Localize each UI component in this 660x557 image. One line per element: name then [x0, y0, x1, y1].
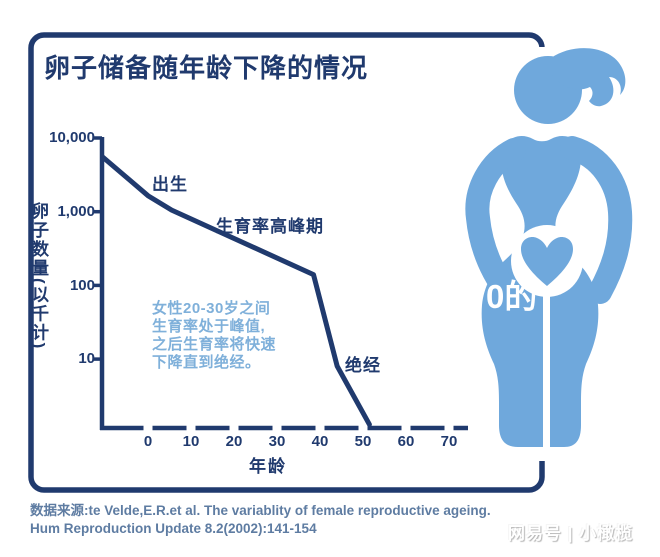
fertility-note: 女性20-30岁之间 生育率处于峰值, 之后生育率将快速 下降直到绝经。	[152, 300, 276, 372]
publisher-watermark: 网易号 | 小橄榄	[508, 524, 634, 543]
x-tick-label: 70	[440, 433, 458, 450]
center-watermark: 0的	[486, 278, 538, 315]
y-tick-label: 10,000	[49, 129, 95, 146]
x-axis-title: 年龄	[249, 457, 287, 476]
source-line-1: 数据来源:te Velde,E.R.et al. The variablity …	[30, 503, 491, 518]
figure-right-arm	[560, 136, 633, 304]
pregnant-woman-icon	[465, 48, 633, 452]
menopause-annotation: 绝经	[345, 356, 381, 375]
fertility-note-line: 生育率处于峰值,	[152, 318, 266, 335]
egg-reserve-curve	[100, 154, 372, 427]
x-tick-label: 30	[268, 433, 286, 450]
y-tick-label: 1,000	[57, 203, 95, 220]
peak-fertility-annotation: 生育率高峰期	[216, 217, 324, 236]
leg-gap	[543, 292, 550, 452]
heart-icon	[521, 237, 573, 286]
page-title: 卵子储备随年龄下降的情况	[44, 53, 369, 83]
fertility-note-line: 下降直到绝经。	[152, 354, 261, 371]
plot-area	[93, 136, 468, 431]
figure-left-arm	[465, 138, 526, 304]
figure-ponytail	[551, 48, 626, 107]
x-tick-label: 20	[225, 433, 243, 450]
x-tick-label: 40	[311, 433, 329, 450]
y-tick-label: 10	[78, 350, 95, 367]
source-citation: 数据来源:te Velde,E.R.et al. The variablity …	[30, 502, 520, 538]
birth-annotation: 出生	[152, 175, 188, 194]
fertility-note-line: 女性20-30岁之间	[152, 300, 271, 317]
fertility-note-line: 之后生育率将快速	[152, 336, 277, 353]
source-line-2: Hum Reproduction Update 8.2(2002):141-15…	[30, 521, 317, 536]
x-tick-label: 60	[397, 433, 415, 450]
y-axis-title: 卵子数量(以千计)	[29, 202, 48, 351]
x-tick-label: 50	[354, 433, 372, 450]
y-tick-label: 100	[69, 277, 95, 294]
x-tick-label: 10	[182, 433, 200, 450]
x-tick-label: 0	[143, 433, 153, 450]
